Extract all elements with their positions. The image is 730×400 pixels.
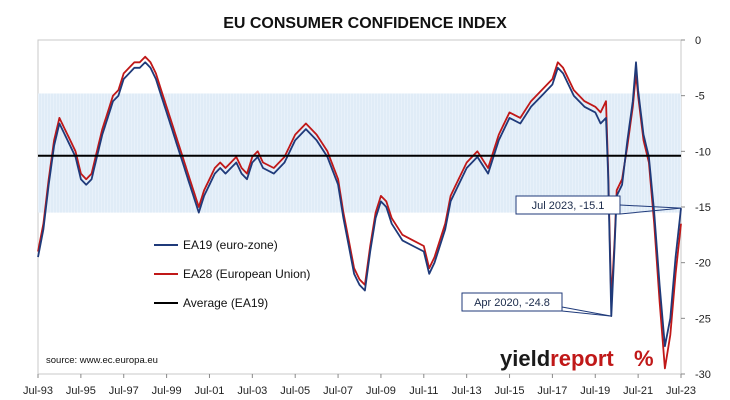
annotation-leader [561, 310, 612, 317]
y-tick-label: -10 [695, 146, 711, 158]
x-tick-label: Jul-17 [537, 385, 567, 397]
x-tick-label: Jul-97 [109, 385, 139, 397]
x-tick-label: Jul-05 [280, 385, 310, 397]
chart-title: EU CONSUMER CONFIDENCE INDEX [223, 15, 507, 32]
y-tick-label: -15 [695, 202, 711, 214]
x-tick-label: Jul-13 [452, 385, 482, 397]
brand-percent-icon: % [634, 346, 654, 371]
band-fill [38, 93, 681, 213]
brand-text-red: report [550, 346, 614, 371]
brand-logo: yieldreport % [500, 346, 654, 371]
legend: EA19 (euro-zone) EA28 (European Union) A… [154, 238, 310, 310]
source-note: source: www.ec.europa.eu [46, 355, 158, 366]
x-tick-label: Jul-07 [323, 385, 353, 397]
y-tick-label: -5 [695, 91, 705, 103]
annotations: Jul 2023, -15.1 Apr 2020, -24.8 [461, 195, 682, 317]
x-tick-label: Jul-01 [194, 385, 224, 397]
x-tick-label: Jul-21 [623, 385, 653, 397]
y-tick-label: 0 [695, 35, 701, 47]
x-tick-label: Jul-19 [580, 385, 610, 397]
annotation-box [515, 195, 621, 215]
y-tick-label: -30 [695, 369, 711, 381]
brand-text-dark: yield [500, 346, 550, 371]
annotation-label: Apr 2020, -24.8 [474, 297, 550, 309]
x-axis: Jul-93 Jul-95 Jul-97 Jul-99 Jul-01 Jul-03 Jul-… [23, 374, 696, 397]
y-tick-label: -20 [695, 258, 711, 270]
svg-text:yieldreport: yieldreport [500, 346, 614, 371]
x-tick-label: Jul-23 [666, 385, 696, 397]
x-tick-label: Jul-11 [409, 385, 438, 397]
annotation-leader [619, 207, 682, 215]
legend-label-average: Average (EA19) [183, 296, 268, 310]
x-tick-label: Jul-93 [23, 385, 53, 397]
x-tick-label: Jul-15 [495, 385, 525, 397]
annotation-leader [619, 204, 682, 209]
shaded-band [38, 93, 681, 213]
x-tick-label: Jul-95 [66, 385, 96, 397]
series-line-ea19-euro-zone [37, 61, 682, 348]
legend-label-ea19: EA19 (euro-zone) [183, 238, 278, 252]
annotation-leader [561, 306, 612, 317]
y-tick-label: -25 [695, 313, 711, 325]
legend-label-ea28: EA28 (European Union) [183, 267, 310, 281]
y-axis: 0 -5 -10 -15 -20 -25 -30 [681, 35, 711, 381]
x-tick-label: Jul-09 [366, 385, 396, 397]
x-tick-label: Jul-99 [152, 385, 182, 397]
annotation-box [461, 292, 563, 312]
series-lines [37, 55, 682, 370]
x-tick-label: Jul-03 [237, 385, 267, 397]
annotation-label: Jul 2023, -15.1 [532, 200, 605, 212]
